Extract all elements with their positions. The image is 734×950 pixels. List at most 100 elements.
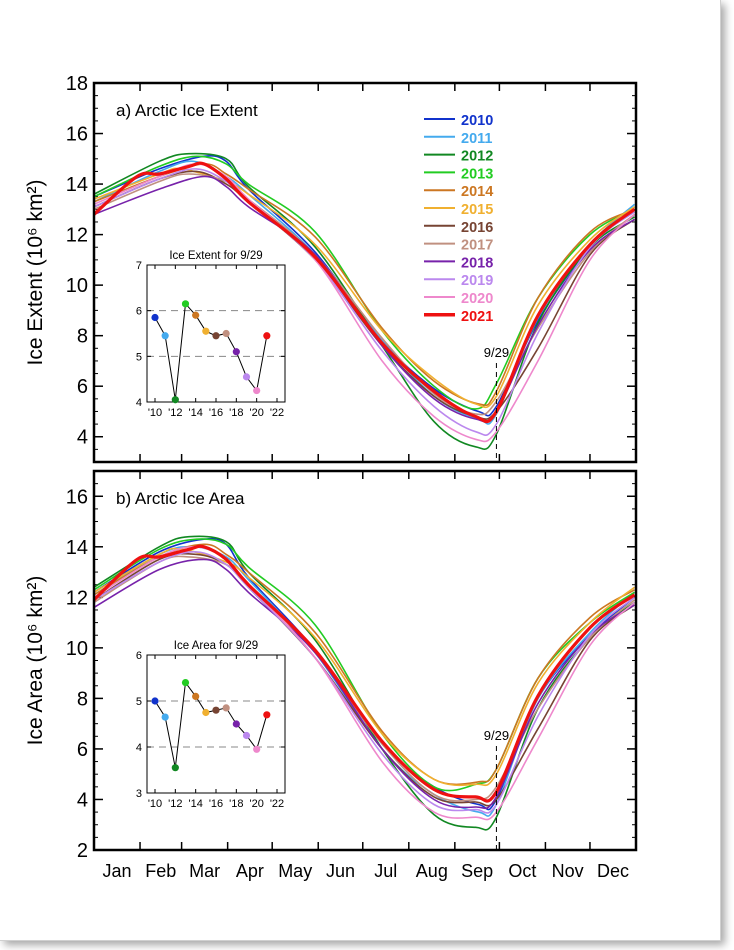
- inset-x-label: '12: [168, 798, 182, 810]
- inset-x-label: '12: [168, 407, 182, 419]
- inset-x-label: '16: [209, 798, 223, 810]
- inset-y-label: 4: [136, 397, 142, 409]
- inset-point-2016: [212, 706, 220, 714]
- panel-title: b) Arctic Ice Area: [116, 489, 245, 508]
- inset-point-2019: [242, 731, 251, 740]
- inset-y-label: 4: [136, 742, 142, 754]
- month-label: May: [278, 861, 312, 881]
- inset-point-2011: [161, 713, 169, 721]
- series-lines: [94, 152, 636, 450]
- y-tick-label: 18: [66, 73, 88, 95]
- legend-label: 2015: [461, 202, 493, 218]
- inset-title: Ice Extent for 9/29: [169, 250, 262, 262]
- y-tick-label: 12: [66, 587, 88, 609]
- series-line-2019: [94, 168, 635, 436]
- inset-x-label: '18: [229, 407, 243, 419]
- series-line-2021: [94, 544, 636, 803]
- inset-point-2015: [202, 327, 210, 335]
- series-line-2014: [94, 543, 635, 786]
- legend-label: 2020: [461, 291, 493, 307]
- inset-point-2020: [253, 745, 261, 753]
- series-line-2019: [94, 551, 636, 814]
- y-tick-label: 8: [77, 326, 88, 348]
- month-label: Oct: [508, 861, 536, 881]
- series-line-2018: [94, 558, 635, 810]
- inset-point-2021: [263, 711, 271, 719]
- plot-frame: [92, 469, 638, 852]
- y-tick-label: 4: [77, 789, 88, 811]
- inset-point-2018: [232, 720, 240, 728]
- y-tick-label: 16: [66, 124, 88, 146]
- inset-point-2015: [202, 708, 210, 717]
- y-tick-label: 4: [77, 427, 88, 449]
- inset-y-label: 3: [136, 788, 142, 800]
- inset-chart: Ice Area for 9/29 3 4 5 6 '10 '12 '14 '16 '18 '20 '…: [136, 640, 286, 810]
- inset-y-label: 5: [136, 696, 142, 708]
- inset-x-label: '10: [148, 407, 162, 419]
- y-tick-label: 8: [77, 688, 88, 710]
- inset-point-2012: [171, 764, 179, 772]
- inset-point-2018: [232, 348, 240, 356]
- inset-point-2019: [242, 373, 251, 381]
- month-label: Jan: [103, 861, 132, 881]
- inset-point-2016: [212, 332, 220, 340]
- legend-label: 2016: [461, 220, 493, 236]
- inset-point-2020: [253, 386, 261, 395]
- series-line-2017: [94, 173, 636, 416]
- inset-frame: [146, 654, 286, 794]
- inset-point-2017: [222, 704, 230, 712]
- y-tick-label: 12: [66, 225, 88, 247]
- legend-label: 2018: [461, 255, 493, 271]
- legend-label: 2019: [461, 273, 493, 289]
- plot-frame: [92, 81, 638, 464]
- series-line-2018: [94, 175, 635, 423]
- inset-point-2017: [222, 329, 230, 338]
- y-axis-label: Ice Extent (10⁶ km²): [24, 179, 47, 365]
- panel-ice-extent: 4 6 8 10 12 14 16 18 Ice Extent (10⁶ km²) a) Arct…: [24, 73, 638, 464]
- series-lines: [94, 535, 636, 831]
- y-tick-label: 14: [66, 174, 88, 196]
- series-line-2015: [94, 547, 635, 787]
- inset-point-2011: [161, 332, 169, 340]
- inset-x-label: '20: [249, 798, 263, 810]
- series-line-2017: [94, 555, 636, 802]
- date-marker-label: 9/29: [484, 345, 509, 360]
- month-label: Aug: [416, 861, 448, 881]
- inset-x-label: '18: [229, 798, 243, 810]
- inset-point-2014: [192, 311, 200, 319]
- month-label: Sep: [461, 861, 493, 881]
- month-label: Mar: [189, 861, 220, 881]
- month-label: Nov: [552, 861, 584, 881]
- y-axis-label: Ice Area (10⁶ km²): [24, 576, 47, 746]
- inset-point-2013: [181, 300, 190, 308]
- legend-label: 2021: [461, 309, 493, 325]
- y-tick-label: 10: [66, 275, 88, 297]
- legend-label: 2017: [461, 238, 493, 254]
- series-line-2021: [94, 161, 636, 424]
- month-label: Dec: [597, 861, 629, 881]
- inset-chart: Ice Extent for 9/29 4 5 6 7 '10 '12 '14 '16 '18 '2…: [136, 250, 286, 419]
- inset-x-label: '20: [249, 407, 263, 419]
- inset-x-label: '22: [270, 798, 284, 810]
- panel-title: a) Arctic Ice Extent: [116, 101, 258, 120]
- inset-point-2014: [192, 692, 200, 701]
- y-tick-label: 14: [66, 537, 88, 559]
- month-label: Feb: [145, 861, 176, 881]
- y-tick-label: 16: [66, 486, 88, 508]
- inset-point-2012: [171, 396, 179, 404]
- month-label: Jul: [374, 861, 397, 881]
- inset-y-label: 7: [136, 260, 142, 272]
- inset-x-label: '14: [188, 407, 202, 419]
- inset-y-label: 6: [136, 306, 142, 318]
- month-label: Apr: [236, 861, 264, 881]
- y-tick-label: 6: [77, 376, 88, 398]
- inset-y-label: 5: [136, 351, 142, 363]
- y-tick-label: 6: [77, 739, 88, 761]
- inset-point-2013: [181, 679, 190, 687]
- inset-x-label: '16: [209, 407, 223, 419]
- date-marker-label: 9/29: [484, 728, 509, 743]
- inset-x-label: '14: [188, 798, 202, 810]
- legend-label: 2010: [461, 113, 493, 129]
